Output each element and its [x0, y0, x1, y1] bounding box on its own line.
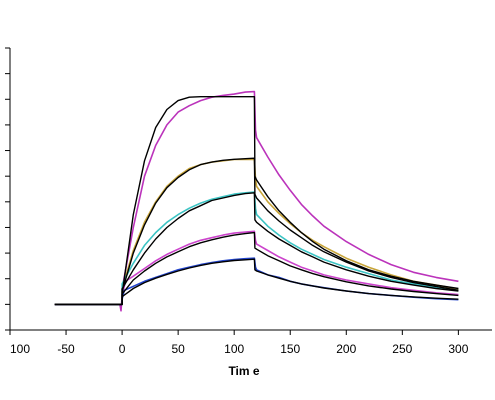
x-tick-label-0: 100: [10, 342, 30, 356]
fit-line-6: [54, 157, 459, 306]
x-tick-label-7: 250: [392, 342, 412, 356]
fit-line-9: [54, 258, 459, 306]
fit-line-8: [54, 231, 459, 306]
x-axis-title: Tim e: [228, 364, 259, 378]
x-tick-label-2: 0: [119, 342, 126, 356]
x-tick-label-8: 300: [448, 342, 468, 356]
fit-line-5: [54, 95, 459, 306]
x-tick-label-5: 150: [280, 342, 300, 356]
x-tick-label-6: 200: [336, 342, 356, 356]
ticks-layer: 100 -50 0 50 100 150 200 250 300: [5, 47, 469, 356]
fit-line-7: [54, 192, 459, 306]
axes-layer: [9, 48, 492, 331]
x-tick-label-4: 100: [224, 342, 244, 356]
measured-line-2: [54, 191, 459, 306]
series-layer: [54, 90, 459, 312]
measured-line-3: [54, 230, 459, 306]
x-tick-label-1: -50: [57, 342, 75, 356]
measured-line-0: [54, 90, 459, 312]
x-tick-label-3: 50: [171, 342, 185, 356]
